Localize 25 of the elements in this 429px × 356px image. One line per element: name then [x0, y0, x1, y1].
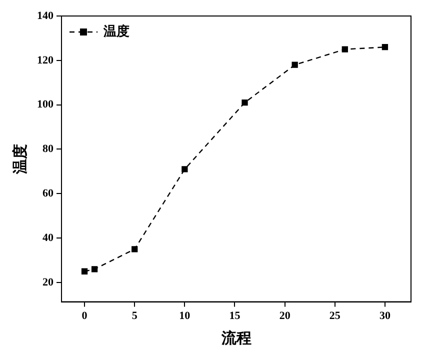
- point: [132, 246, 138, 252]
- y-tick-label: 140: [37, 10, 54, 22]
- x-tick-label: 20: [279, 310, 291, 322]
- x-tick-label: 0: [82, 310, 88, 322]
- y-tick-label: 60: [42, 187, 54, 200]
- point: [182, 166, 188, 172]
- x-tick-label: 10: [179, 310, 191, 322]
- y-tick-label: 40: [42, 232, 54, 244]
- point: [242, 100, 248, 106]
- y-axis-title: 温度: [10, 144, 29, 175]
- point: [91, 266, 98, 272]
- x-tick-label: 25: [329, 310, 341, 322]
- y-tick-label: 100: [37, 98, 54, 111]
- x-tick-label: 15: [229, 310, 241, 322]
- x-tick-label: 5: [132, 310, 138, 322]
- y-tick-label: 20: [42, 276, 54, 288]
- y-tick-label: 80: [42, 143, 54, 156]
- y-tick-label: 120: [37, 54, 54, 66]
- x-tick-label: 30: [379, 310, 391, 322]
- legend-label: 温度: [102, 23, 130, 38]
- point: [382, 44, 388, 50]
- point: [292, 62, 298, 68]
- point: [342, 46, 348, 52]
- point: [81, 268, 88, 274]
- x-axis-title: 流程: [220, 328, 252, 347]
